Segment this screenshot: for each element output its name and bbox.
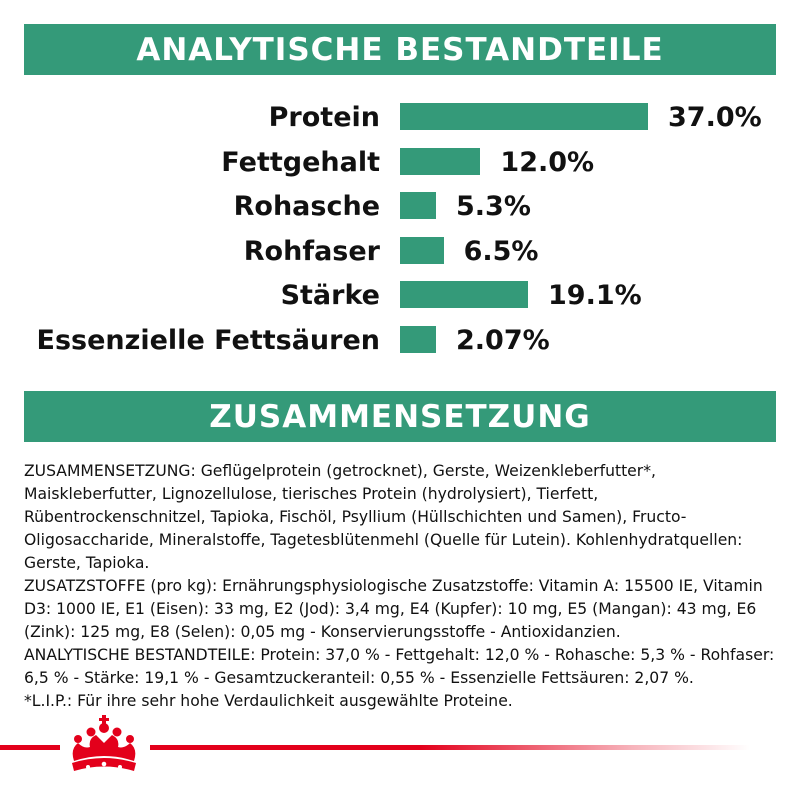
bar-value-label: 6.5% — [463, 235, 539, 267]
footer-divider — [0, 742, 800, 754]
bar-row: Fettgehalt 12.0% — [0, 141, 800, 185]
bar-row: Stärke 19.1% — [0, 274, 800, 318]
composition-line: ZUSATZSTOFFE (pro kg): Ernährungsphysiol… — [24, 577, 763, 595]
composition-text: ZUSAMMENSETZUNG: Geflügelprotein (getroc… — [24, 460, 779, 713]
composition-line: Oligosaccharide, Mineralstoffe, Tagetesb… — [24, 531, 743, 549]
composition-line: Maiskleberfutter, Lignozellulose, tieris… — [24, 485, 599, 503]
composition-line: (Zink): 125 mg, E8 (Selen): 0,05 mg - Ko… — [24, 623, 621, 641]
bar-category-label: Stärke — [280, 280, 380, 311]
composition-line: Gerste, Tapioka. — [24, 554, 150, 572]
bar-value-label: 5.3% — [456, 191, 531, 222]
analysis-title: ANALYTISCHE BESTANDTEILE — [136, 31, 664, 68]
composition-title: ZUSAMMENSETZUNG — [209, 398, 591, 435]
bar-category-label: Rohfaser — [243, 235, 380, 267]
bar-row: Rohasche 5.3% — [0, 185, 800, 229]
bar-value-label: 19.1% — [548, 280, 642, 311]
bar-row: Protein 37.0% — [0, 96, 800, 140]
bar-row: Rohfaser 6.5% — [0, 230, 800, 274]
analysis-banner: ANALYTISCHE BESTANDTEILE — [24, 24, 776, 75]
bar-mark — [400, 281, 529, 308]
bar-category-label: Essenzielle Fettsäuren — [36, 324, 380, 356]
bar-mark — [400, 147, 481, 175]
bar-value-label: 37.0% — [668, 102, 762, 133]
bar-value-label: 12.0% — [500, 146, 595, 178]
composition-line: Rübentrockenschnitzel, Tapioka, Fischöl,… — [24, 508, 687, 526]
bar-category-label: Fettgehalt — [221, 146, 380, 178]
composition-line: ZUSAMMENSETZUNG: Geflügelprotein (getroc… — [24, 462, 656, 480]
crown-icon — [72, 715, 136, 771]
footer-divider-left — [0, 745, 60, 750]
bar-category-label: Rohasche — [233, 191, 380, 222]
composition-line: 6,5 % - Stärke: 19,1 % - Gesamtzuckerant… — [24, 669, 694, 687]
bar-mark — [400, 192, 436, 219]
composition-line: D3: 1000 IE, E1 (Eisen): 33 mg, E2 (Jod)… — [24, 600, 757, 618]
bar-mark — [400, 236, 444, 264]
bar-mark — [400, 325, 436, 353]
bar-value-label: 2.07% — [456, 324, 550, 356]
composition-banner: ZUSAMMENSETZUNG — [24, 391, 776, 442]
composition-line: ANALYTISCHE BESTANDTEILE: Protein: 37,0 … — [24, 646, 775, 664]
bar-mark — [400, 103, 648, 130]
bar-category-label: Protein — [268, 102, 380, 133]
bar-row: Essenzielle Fettsäuren 2.07% — [0, 319, 800, 363]
composition-line: *L.I.P.: Für ihre sehr hohe Verdaulichke… — [24, 692, 513, 710]
footer-divider-right — [150, 745, 750, 750]
nutrient-bar-chart: Protein 37.0% Fettgehalt 12.0% Rohasche 5.3% R… — [0, 96, 800, 366]
